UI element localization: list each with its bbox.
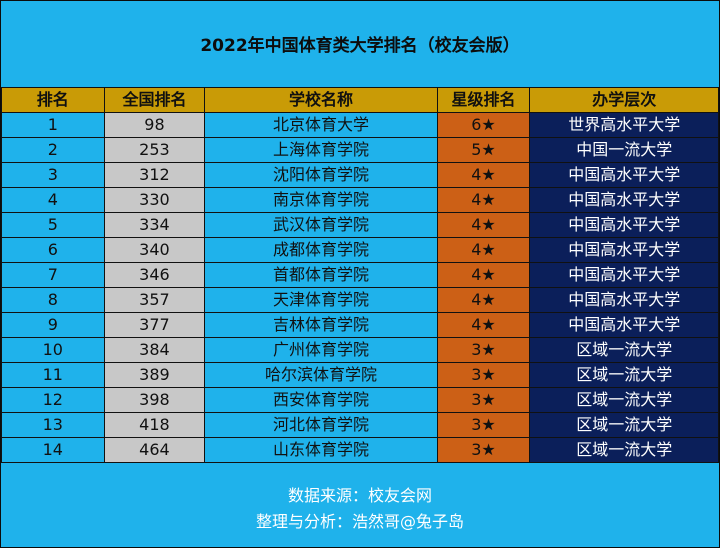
national-rank-cell: 398 bbox=[103, 387, 206, 413]
column-header-national-rank: 全国排名 bbox=[103, 87, 206, 113]
school-name-cell: 成都体育学院 bbox=[204, 237, 438, 263]
table-row: 5 334 武汉体育学院 4★ 中国高水平大学 bbox=[1, 212, 719, 238]
rank-cell: 3 bbox=[1, 162, 105, 188]
level-cell: 中国高水平大学 bbox=[529, 287, 719, 313]
star-rating-cell: 5★ bbox=[436, 137, 531, 163]
national-rank-cell: 253 bbox=[103, 137, 206, 163]
school-name-cell: 天津体育学院 bbox=[204, 287, 438, 313]
table-row: 2 253 上海体育学院 5★ 中国一流大学 bbox=[1, 137, 719, 163]
star-rating-cell: 3★ bbox=[436, 387, 531, 413]
column-header-star-rating: 星级排名 bbox=[436, 87, 531, 113]
rank-cell: 7 bbox=[1, 262, 105, 288]
school-name-cell: 河北体育学院 bbox=[204, 412, 438, 438]
rank-cell: 4 bbox=[1, 187, 105, 213]
star-rating-cell: 6★ bbox=[436, 112, 531, 138]
star-rating-cell: 4★ bbox=[436, 262, 531, 288]
star-rating-cell: 3★ bbox=[436, 337, 531, 363]
national-rank-cell: 98 bbox=[103, 112, 206, 138]
national-rank-cell: 418 bbox=[103, 412, 206, 438]
level-cell: 中国一流大学 bbox=[529, 137, 719, 163]
column-header-school-name: 学校名称 bbox=[204, 87, 438, 113]
school-name-cell: 上海体育学院 bbox=[204, 137, 438, 163]
star-rating-cell: 4★ bbox=[436, 312, 531, 338]
school-name-cell: 南京体育学院 bbox=[204, 187, 438, 213]
national-rank-cell: 464 bbox=[103, 437, 206, 463]
author-note: 整理与分析：浩然哥@兔子岛 bbox=[255, 512, 464, 531]
table-row: 12 398 西安体育学院 3★ 区域一流大学 bbox=[1, 387, 719, 413]
table-row: 10 384 广州体育学院 3★ 区域一流大学 bbox=[1, 337, 719, 363]
table-row: 8 357 天津体育学院 4★ 中国高水平大学 bbox=[1, 287, 719, 313]
school-name-cell: 山东体育学院 bbox=[204, 437, 438, 463]
national-rank-cell: 312 bbox=[103, 162, 206, 188]
table-row: 6 340 成都体育学院 4★ 中国高水平大学 bbox=[1, 237, 719, 263]
rank-cell: 5 bbox=[1, 212, 105, 238]
school-name-cell: 吉林体育学院 bbox=[204, 312, 438, 338]
national-rank-cell: 334 bbox=[103, 212, 206, 238]
star-rating-cell: 3★ bbox=[436, 362, 531, 388]
level-cell: 中国高水平大学 bbox=[529, 262, 719, 288]
table-row: 13 418 河北体育学院 3★ 区域一流大学 bbox=[1, 412, 719, 438]
source-note: 数据来源：校友会网 bbox=[287, 486, 432, 505]
level-cell: 中国高水平大学 bbox=[529, 237, 719, 263]
level-cell: 区域一流大学 bbox=[529, 387, 719, 413]
national-rank-cell: 330 bbox=[103, 187, 206, 213]
national-rank-cell: 357 bbox=[103, 287, 206, 313]
rank-cell: 1 bbox=[1, 112, 105, 138]
school-name-cell: 西安体育学院 bbox=[204, 387, 438, 413]
rank-cell: 11 bbox=[1, 362, 105, 388]
national-rank-cell: 346 bbox=[103, 262, 206, 288]
table-row: 7 346 首都体育学院 4★ 中国高水平大学 bbox=[1, 262, 719, 288]
school-name-cell: 广州体育学院 bbox=[204, 337, 438, 363]
footer: 数据来源：校友会网 整理与分析：浩然哥@兔子岛 bbox=[1, 483, 719, 535]
rank-cell: 8 bbox=[1, 287, 105, 313]
level-cell: 世界高水平大学 bbox=[529, 112, 719, 138]
column-header-level: 办学层次 bbox=[529, 87, 719, 113]
level-cell: 区域一流大学 bbox=[529, 412, 719, 438]
rank-cell: 2 bbox=[1, 137, 105, 163]
table-row: 9 377 吉林体育学院 4★ 中国高水平大学 bbox=[1, 312, 719, 338]
star-rating-cell: 4★ bbox=[436, 287, 531, 313]
table-row: 14 464 山东体育学院 3★ 区域一流大学 bbox=[1, 437, 719, 463]
level-cell: 区域一流大学 bbox=[529, 362, 719, 388]
level-cell: 中国高水平大学 bbox=[529, 212, 719, 238]
table-row: 3 312 沈阳体育学院 4★ 中国高水平大学 bbox=[1, 162, 719, 188]
star-rating-cell: 4★ bbox=[436, 187, 531, 213]
level-cell: 区域一流大学 bbox=[529, 337, 719, 363]
rank-cell: 6 bbox=[1, 237, 105, 263]
rank-cell: 10 bbox=[1, 337, 105, 363]
rank-cell: 12 bbox=[1, 387, 105, 413]
star-rating-cell: 3★ bbox=[436, 412, 531, 438]
school-name-cell: 沈阳体育学院 bbox=[204, 162, 438, 188]
column-header-rank: 排名 bbox=[1, 87, 105, 113]
national-rank-cell: 384 bbox=[103, 337, 206, 363]
national-rank-cell: 389 bbox=[103, 362, 206, 388]
national-rank-cell: 340 bbox=[103, 237, 206, 263]
ranking-table: 排名 全国排名 学校名称 星级排名 办学层次 1 98 北京体育大学 6★ 世界高水平大… bbox=[1, 87, 719, 463]
school-name-cell: 武汉体育学院 bbox=[204, 212, 438, 238]
star-rating-cell: 4★ bbox=[436, 162, 531, 188]
star-rating-cell: 4★ bbox=[436, 237, 531, 263]
school-name-cell: 首都体育学院 bbox=[204, 262, 438, 288]
school-name-cell: 哈尔滨体育学院 bbox=[204, 362, 438, 388]
school-name-cell: 北京体育大学 bbox=[204, 112, 438, 138]
table-row: 4 330 南京体育学院 4★ 中国高水平大学 bbox=[1, 187, 719, 213]
star-rating-cell: 4★ bbox=[436, 212, 531, 238]
rank-cell: 13 bbox=[1, 412, 105, 438]
rank-cell: 14 bbox=[1, 437, 105, 463]
star-rating-cell: 3★ bbox=[436, 437, 531, 463]
table-row: 11 389 哈尔滨体育学院 3★ 区域一流大学 bbox=[1, 362, 719, 388]
rank-cell: 9 bbox=[1, 312, 105, 338]
page-title: 2022年中国体育类大学排名（校友会版） bbox=[200, 36, 520, 56]
table-header-row: 排名 全国排名 学校名称 星级排名 办学层次 bbox=[1, 87, 719, 113]
national-rank-cell: 377 bbox=[103, 312, 206, 338]
table-row: 1 98 北京体育大学 6★ 世界高水平大学 bbox=[1, 112, 719, 138]
level-cell: 区域一流大学 bbox=[529, 437, 719, 463]
level-cell: 中国高水平大学 bbox=[529, 162, 719, 188]
level-cell: 中国高水平大学 bbox=[529, 312, 719, 338]
level-cell: 中国高水平大学 bbox=[529, 187, 719, 213]
